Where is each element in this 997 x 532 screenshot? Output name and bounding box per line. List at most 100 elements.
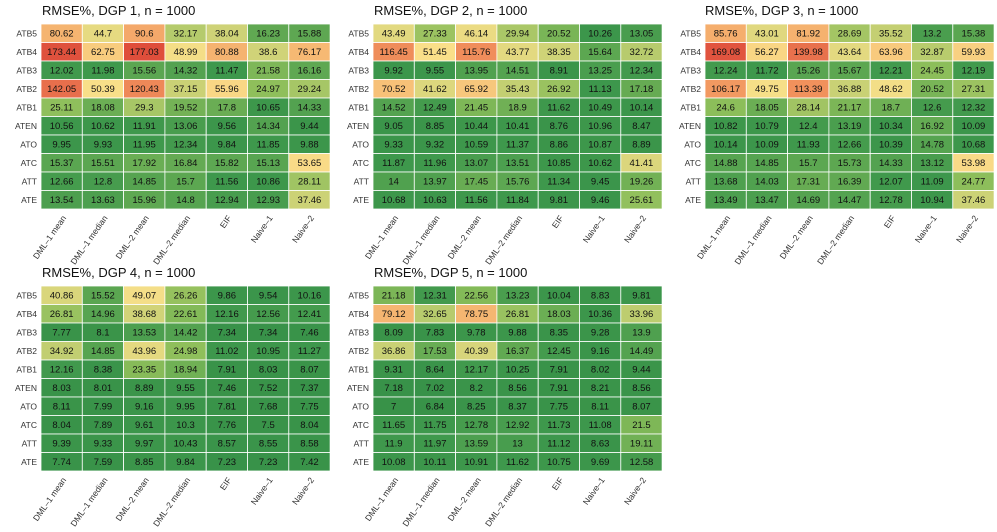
cell-value: 13.19 — [838, 121, 862, 132]
heatmap-cell — [620, 190, 663, 210]
cell-value: 9.16 — [135, 402, 154, 413]
cell-value: 8.47 — [632, 121, 651, 132]
cell-value: 8.02 — [591, 365, 610, 376]
column-label: Naive–1 — [581, 475, 607, 507]
cell-value: 8.64 — [426, 365, 445, 376]
cell-value: 8.07 — [300, 365, 319, 376]
cell-value: 8.55 — [259, 439, 278, 450]
cell-value: 106.17 — [711, 84, 740, 95]
cell-value: 49.75 — [755, 84, 779, 95]
cell-value: 12.19 — [962, 66, 986, 77]
heatmap-panel: RMSE%, DGP 4, n = 1000 ATB5 40.86 15.52 49.0… — [15, 265, 331, 528]
cell-value: 13 — [512, 439, 523, 450]
cell-value: 81.92 — [796, 29, 820, 40]
cell-value: 9.86 — [218, 291, 237, 302]
cell-value: 15.26 — [796, 66, 820, 77]
row-label: ATB1 — [348, 364, 369, 374]
cell-value: 10.68 — [382, 195, 406, 206]
column-label: Naive–1 — [249, 213, 275, 245]
cell-value: 78.75 — [464, 309, 488, 320]
column-label: Naive–2 — [954, 213, 980, 245]
cell-value: 13.12 — [920, 158, 944, 169]
column-label: DML–2 median — [483, 213, 524, 266]
cell-value: 25.11 — [50, 103, 73, 114]
cell-value: 53.65 — [298, 158, 322, 169]
cell-value: 7.52 — [259, 383, 278, 394]
cell-value: 32.17 — [174, 29, 198, 40]
cell-value: 19.52 — [174, 103, 198, 114]
cell-value: 7.75 — [550, 402, 569, 413]
cell-value: 18.94 — [174, 365, 198, 376]
cell-value: 37.46 — [962, 195, 986, 206]
cell-value: 13.51 — [506, 158, 530, 169]
cell-value: 12.66 — [838, 140, 862, 151]
cell-value: 12.66 — [50, 177, 74, 188]
cell-value: 8.04 — [52, 420, 71, 431]
cell-value: 10.3 — [176, 420, 195, 431]
cell-value: 12.4 — [799, 121, 818, 132]
row-label: ATE — [353, 457, 369, 467]
cell-value: 8.63 — [591, 439, 610, 450]
cell-value: 15.64 — [588, 47, 612, 58]
cell-value: 9.88 — [300, 140, 319, 151]
row-label: ATB4 — [16, 309, 37, 319]
cell-value: 29.24 — [298, 84, 322, 95]
cell-value: 7.46 — [300, 328, 319, 339]
column-label: Naive–1 — [249, 475, 275, 507]
cell-value: 12.8 — [94, 177, 113, 188]
cell-value: 10.63 — [423, 195, 447, 206]
cell-value: 10.62 — [588, 158, 612, 169]
cell-value: 9.28 — [591, 328, 610, 339]
heatmap-cell — [288, 190, 331, 210]
cell-value: 36.86 — [382, 346, 406, 357]
cell-value: 63.96 — [879, 47, 903, 58]
row-label: ATB5 — [16, 290, 37, 300]
cell-value: 10.09 — [755, 140, 779, 151]
cell-value: 8.25 — [467, 402, 486, 413]
cell-value: 10.09 — [962, 121, 986, 132]
cell-value: 25.61 — [630, 195, 654, 206]
row-label: ATT — [354, 438, 369, 448]
cell-value: 7.34 — [259, 328, 278, 339]
column-label: Naive–1 — [581, 213, 607, 245]
row-label: ATC — [21, 158, 37, 168]
heatmap-panel: RMSE%, DGP 5, n = 1000 ATB5 21.18 12.31 22.5… — [347, 265, 663, 528]
cell-value: 116.45 — [379, 47, 407, 58]
column-label: DML–1 mean — [363, 475, 401, 523]
row-label: ATB4 — [16, 47, 37, 57]
column-label: DML–2 median — [151, 475, 192, 528]
cell-value: 8.57 — [218, 439, 237, 450]
row-label: ATB2 — [348, 84, 369, 94]
column-label: Naive–2 — [622, 475, 648, 507]
cell-value: 9.97 — [135, 439, 154, 450]
cell-value: 7.37 — [300, 383, 319, 394]
cell-value: 12.93 — [256, 195, 280, 206]
cell-value: 43.49 — [382, 29, 406, 40]
column-label: Naive–2 — [622, 213, 648, 245]
row-label: ATB3 — [16, 327, 37, 337]
cell-value: 14.85 — [132, 177, 156, 188]
column-label: DML–1 median — [400, 475, 441, 528]
cell-value: 9.88 — [508, 328, 527, 339]
cell-value: 43.64 — [838, 47, 862, 58]
cell-value: 10.75 — [547, 457, 571, 468]
cell-value: 21.17 — [838, 103, 862, 114]
cell-value: 9.81 — [632, 291, 651, 302]
cell-value: 21.58 — [256, 66, 280, 77]
row-label: ATB3 — [16, 65, 37, 75]
cell-value: 14.85 — [91, 346, 115, 357]
cell-value: 24.77 — [962, 177, 986, 188]
cell-value: 17.45 — [464, 177, 488, 188]
cell-value: 15.7 — [799, 158, 818, 169]
cell-value: 12.32 — [962, 103, 986, 114]
cell-value: 80.62 — [50, 29, 74, 40]
cell-value: 8.11 — [591, 402, 609, 413]
cell-value: 10.94 — [920, 195, 944, 206]
row-label: ATEN — [347, 383, 369, 393]
column-label: Naive–1 — [913, 213, 939, 245]
cell-value: 7.42 — [300, 457, 319, 468]
cell-value: 11.02 — [215, 346, 238, 357]
cell-value: 21.45 — [464, 103, 488, 114]
cell-value: 15.82 — [215, 158, 239, 169]
cell-value: 6.84 — [426, 402, 445, 413]
